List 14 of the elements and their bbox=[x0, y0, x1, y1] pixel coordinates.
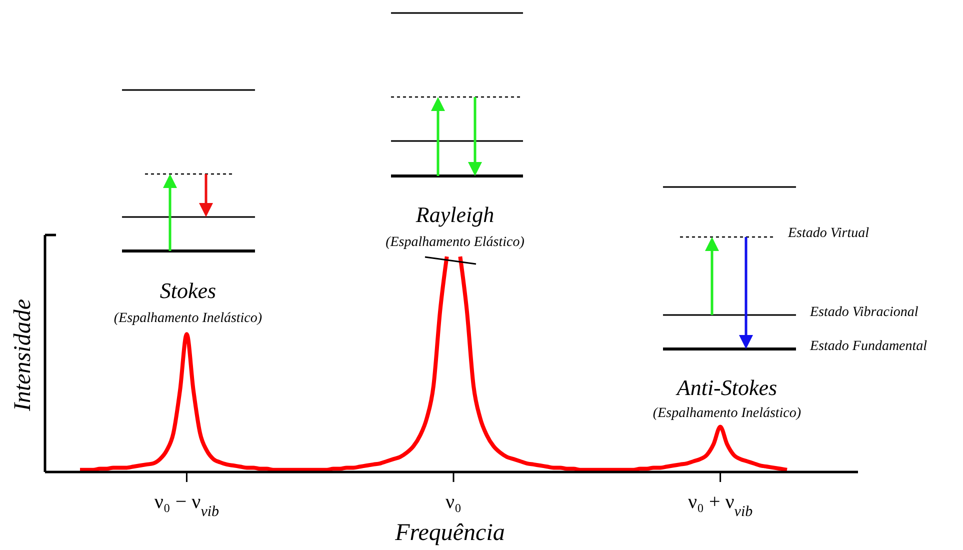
annotation: (Espalhamento Inelástico) bbox=[114, 311, 262, 326]
annotation: Stokes bbox=[160, 278, 216, 303]
y-axis-title: Intensidade bbox=[10, 298, 36, 412]
x-axis-title: Frequência bbox=[394, 520, 505, 546]
x-tick-label: ν₀ − ν$_{vib}$ bbox=[154, 491, 220, 520]
text: Rayleigh bbox=[414, 202, 494, 227]
text: Estado Virtual bbox=[787, 226, 870, 241]
x-tick-label: ν₀ + ν$_{vib}$ bbox=[688, 491, 754, 520]
annotation: (Espalhamento Inelástico) bbox=[652, 406, 802, 421]
x-tick-label: ν₀ bbox=[446, 491, 462, 513]
text: (Espalhamento Elástico) bbox=[386, 235, 525, 250]
annotation: Anti-Stokes bbox=[674, 375, 778, 400]
text: Estado Vibracional bbox=[809, 305, 918, 320]
text: Estado Fundamental bbox=[809, 339, 928, 354]
